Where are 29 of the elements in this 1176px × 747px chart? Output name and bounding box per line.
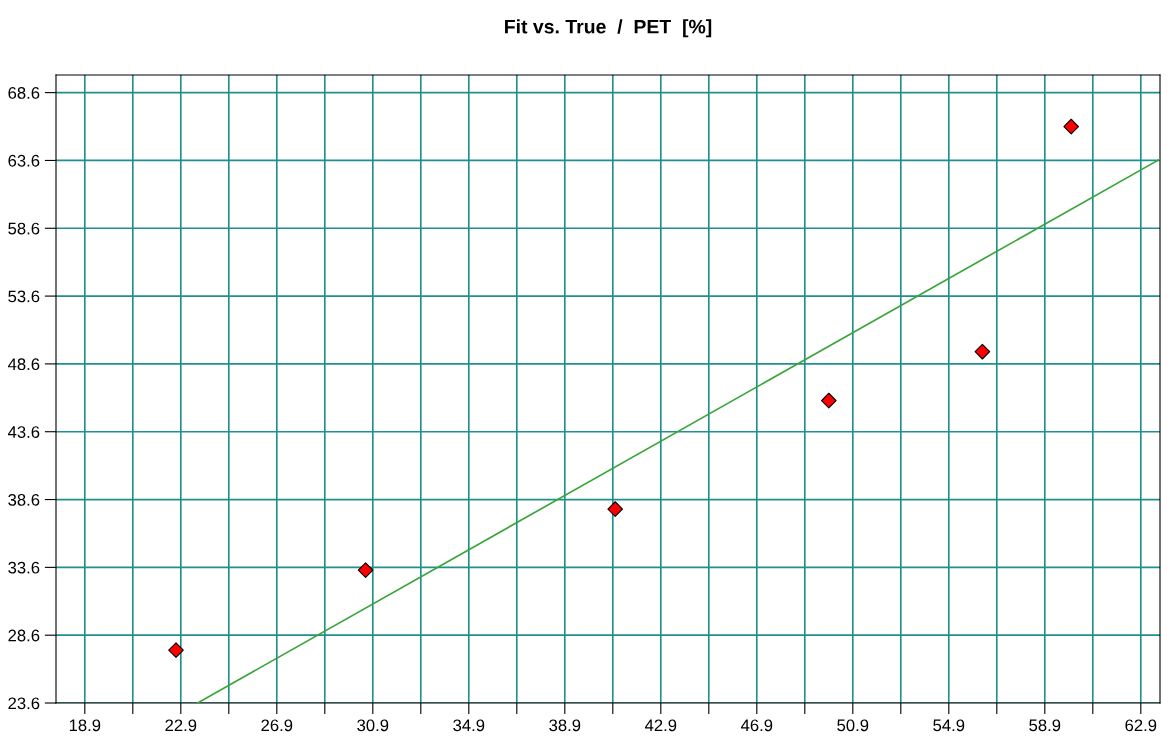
x-tick-label: 26.9 xyxy=(261,719,293,732)
x-tick-label: 50.9 xyxy=(837,719,869,732)
y-tick-label: 38.6 xyxy=(8,493,40,506)
y-tick-label: 43.6 xyxy=(7,426,40,438)
x-tick-label: 22.9 xyxy=(165,719,197,732)
x-tick-label: 46.9 xyxy=(740,719,773,732)
y-tick-label: 58.6 xyxy=(8,222,40,235)
x-tick-label: 18.9 xyxy=(69,719,101,732)
chart-title: Fit vs. True / PET [%] xyxy=(505,19,712,38)
x-tick-label: 62.9 xyxy=(1125,719,1157,732)
x-tick-label: 34.9 xyxy=(453,719,485,732)
y-tick-label: 28.6 xyxy=(8,629,40,642)
point xyxy=(1063,118,1080,135)
y-tick-label: 33.6 xyxy=(8,561,40,574)
y-tick-label: 53.6 xyxy=(8,290,40,303)
x-tick-label: 38.9 xyxy=(549,719,581,732)
point xyxy=(974,343,991,360)
x-tick-label: 42.9 xyxy=(644,719,677,732)
y-tick-label: 68.6 xyxy=(8,87,40,99)
y-tick-label: 48.6 xyxy=(7,358,40,371)
x-tick-label: 58.9 xyxy=(1029,719,1061,732)
point xyxy=(168,642,184,658)
point xyxy=(357,562,374,578)
y-tick-label: 23.6 xyxy=(8,697,40,710)
x-tick-label: 30.9 xyxy=(357,719,389,732)
point xyxy=(607,501,624,517)
x-tick-label: 54.9 xyxy=(933,719,965,732)
y-tick-label: 63.6 xyxy=(8,154,40,167)
point xyxy=(820,392,837,409)
